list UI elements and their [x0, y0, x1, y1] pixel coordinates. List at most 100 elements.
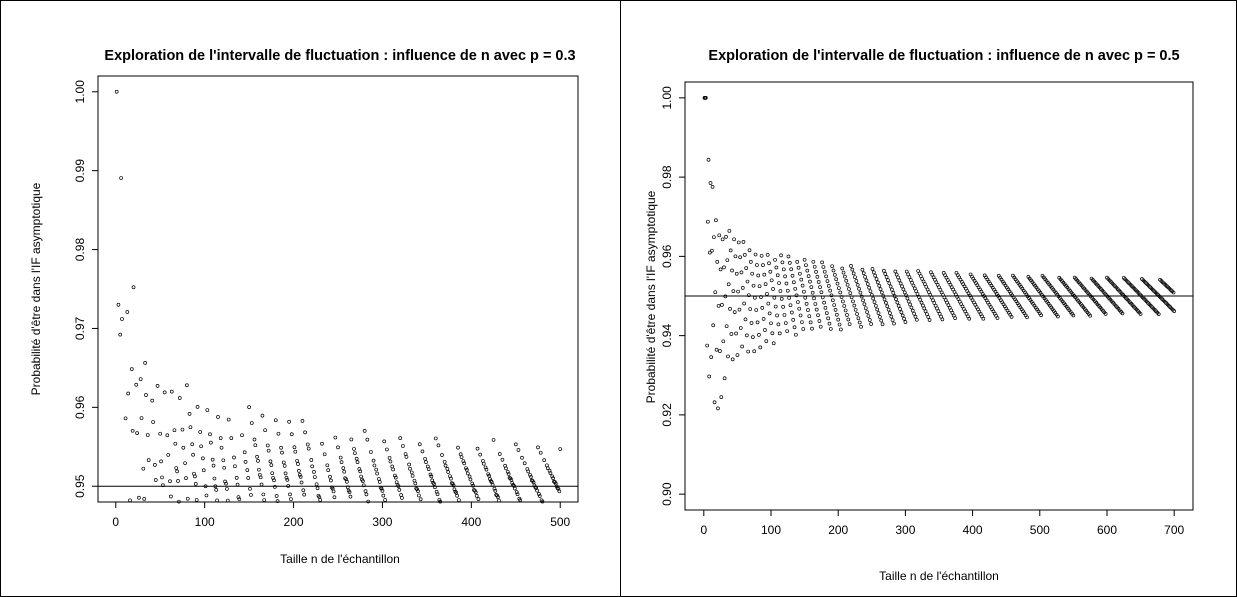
data-point	[436, 443, 441, 448]
data-point	[415, 487, 419, 492]
data-point	[785, 329, 789, 334]
data-point	[858, 290, 863, 295]
data-point	[833, 273, 837, 277]
data-point	[871, 296, 875, 301]
data-point	[731, 289, 736, 293]
data-point	[331, 489, 336, 494]
data-point	[882, 268, 886, 273]
data-point	[836, 317, 841, 322]
data-point	[851, 299, 855, 304]
data-point	[341, 466, 346, 470]
data-point	[787, 296, 791, 300]
data-point	[883, 272, 888, 276]
data-point	[753, 295, 757, 300]
data-point	[224, 481, 228, 486]
data-point	[158, 431, 163, 436]
data-point	[793, 286, 798, 291]
data-point	[780, 260, 785, 265]
data-point	[274, 494, 279, 498]
data-point	[201, 468, 206, 473]
data-point	[142, 497, 147, 501]
data-point	[808, 320, 813, 325]
data-point	[141, 466, 146, 471]
data-point	[753, 252, 758, 257]
data-point	[800, 320, 804, 325]
data-point	[180, 427, 185, 432]
data-point	[145, 433, 150, 437]
data-point	[261, 492, 266, 497]
data-point	[722, 376, 727, 381]
data-point	[799, 277, 804, 282]
data-point	[744, 266, 749, 270]
data-point	[918, 297, 923, 302]
data-point	[298, 475, 303, 479]
data-point	[455, 493, 459, 498]
data-point	[718, 267, 723, 272]
data-point	[494, 493, 499, 497]
data-point	[342, 469, 347, 474]
data-point	[862, 302, 867, 307]
data-point	[892, 294, 897, 298]
data-point	[801, 327, 806, 331]
data-point	[749, 321, 754, 325]
data-point	[371, 458, 376, 463]
data-point	[859, 294, 864, 299]
data-point	[245, 468, 250, 472]
data-point	[865, 310, 869, 314]
data-point	[332, 495, 337, 500]
data-point	[374, 467, 379, 472]
data-point	[730, 357, 735, 362]
data-point	[388, 459, 393, 464]
data-point	[442, 459, 447, 464]
data-point	[755, 263, 759, 267]
data-point	[416, 489, 420, 494]
data-point	[908, 278, 913, 282]
data-point	[798, 313, 803, 318]
data-point	[742, 301, 746, 306]
panel-divider	[620, 0, 621, 597]
data-point	[134, 382, 139, 387]
data-point	[435, 492, 440, 497]
data-point	[732, 237, 736, 242]
data-point	[428, 472, 433, 477]
data-point	[761, 317, 766, 321]
data-point	[118, 332, 123, 337]
data-point	[796, 300, 800, 304]
data-point	[492, 486, 497, 491]
data-point	[877, 283, 882, 288]
data-point	[733, 254, 738, 259]
data-point	[505, 470, 510, 474]
data-point	[249, 421, 254, 425]
data-point	[981, 316, 986, 321]
data-point	[845, 313, 849, 317]
data-point	[129, 367, 134, 371]
data-point	[380, 488, 385, 493]
data-point	[315, 486, 320, 491]
data-point	[863, 306, 868, 311]
data-point	[855, 312, 859, 316]
data-point	[234, 476, 239, 480]
data-point	[161, 483, 165, 488]
data-point	[893, 269, 898, 274]
data-point	[488, 477, 492, 481]
y-tick-label: 0.96	[660, 244, 674, 268]
data-point	[739, 270, 744, 275]
data-point	[222, 465, 227, 470]
data-point	[715, 260, 720, 264]
data-point	[855, 283, 860, 287]
data-point	[303, 430, 307, 435]
data-point	[515, 492, 520, 497]
data-point	[130, 428, 135, 433]
data-point	[397, 488, 402, 492]
data-point	[915, 292, 920, 296]
data-point	[747, 248, 752, 253]
data-point	[297, 469, 301, 473]
data-point	[767, 311, 772, 316]
data-point	[708, 181, 713, 185]
data-point	[548, 471, 553, 475]
data-point	[796, 265, 801, 270]
data-points	[685, 95, 1193, 411]
data-point	[756, 273, 761, 278]
data-point	[393, 473, 397, 478]
data-point	[842, 304, 847, 308]
